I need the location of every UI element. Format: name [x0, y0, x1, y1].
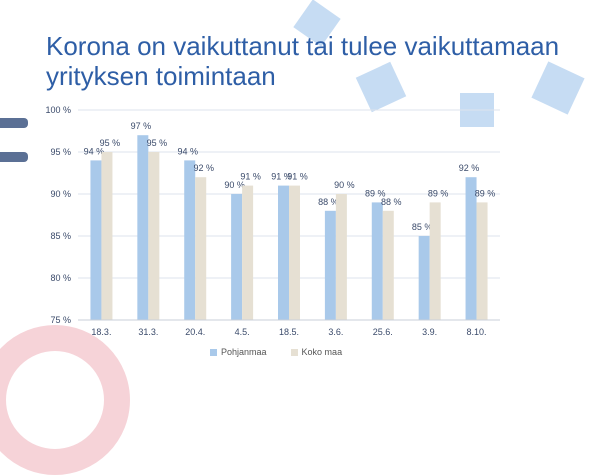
y-tick-label: 95 % — [50, 147, 71, 157]
data-label: 94 % — [84, 146, 105, 156]
bar-koko-maa — [382, 210, 394, 320]
bar-pohjanmaa — [371, 202, 383, 320]
y-tick-label: 80 % — [50, 273, 71, 283]
data-label: 91 % — [240, 172, 261, 182]
decor-bar — [0, 118, 28, 128]
bar-koko-maa — [476, 202, 488, 320]
bar-pohjanmaa — [324, 210, 336, 320]
bar-koko-maa — [429, 202, 441, 320]
data-label: 89 % — [475, 188, 496, 198]
x-tick-label: 25.6. — [373, 327, 393, 337]
data-label: 89 % — [365, 188, 386, 198]
data-label: 85 % — [412, 222, 433, 232]
bar-koko-maa — [195, 177, 207, 320]
chart-title: Korona on vaikuttanut tai tulee vaikutta… — [46, 31, 560, 91]
y-tick-label: 90 % — [50, 189, 71, 199]
legend-item-pohjanmaa: Pohjanmaa — [210, 347, 267, 357]
bar-koko-maa — [242, 185, 254, 320]
data-label: 92 % — [459, 163, 480, 173]
data-label: 88 % — [381, 197, 402, 207]
x-tick-label: 4.5. — [235, 327, 250, 337]
x-tick-label: 8.10. — [467, 327, 487, 337]
y-tick-label: 85 % — [50, 231, 71, 241]
data-label: 92 % — [193, 163, 214, 173]
data-label: 88 % — [318, 197, 339, 207]
x-tick-label: 3.9. — [422, 327, 437, 337]
x-tick-label: 20.4. — [185, 327, 205, 337]
legend-swatch — [290, 348, 298, 356]
x-tick-label: 18.3. — [91, 327, 111, 337]
data-label: 97 % — [131, 121, 152, 131]
bar-koko-maa — [148, 152, 160, 320]
bar-chart: 75 %80 %85 %90 %95 %100 %94 %95 %18.3.97… — [45, 105, 500, 337]
bar-pohjanmaa — [465, 177, 477, 320]
x-tick-label: 3.6. — [328, 327, 343, 337]
legend-swatch — [210, 348, 217, 356]
data-label: 94 % — [177, 146, 198, 156]
bar-koko-maa — [289, 185, 300, 320]
decor-bar — [0, 152, 28, 162]
y-tick-label: 100 % — [45, 105, 71, 115]
x-tick-label: 31.3. — [138, 327, 158, 337]
bar-pohjanmaa — [137, 135, 149, 320]
chart-legend: Pohjanmaa Koko maa — [210, 347, 342, 357]
data-label: 95 % — [100, 138, 121, 148]
bar-pohjanmaa — [90, 160, 102, 320]
bar-pohjanmaa — [184, 160, 196, 320]
bar-pohjanmaa — [418, 236, 430, 320]
bar-koko-maa — [101, 152, 113, 320]
legend-label: Pohjanmaa — [221, 347, 267, 357]
legend-label: Koko maa — [301, 347, 343, 357]
x-tick-label: 18.5. — [279, 327, 299, 337]
bar-pohjanmaa — [278, 185, 289, 320]
data-label: 89 % — [428, 188, 449, 198]
data-label: 95 % — [147, 138, 168, 148]
data-label: 90 % — [224, 180, 245, 190]
bar-pohjanmaa — [231, 194, 243, 320]
bar-koko-maa — [335, 194, 347, 320]
data-label: 90 % — [334, 180, 355, 190]
y-tick-label: 75 % — [50, 315, 71, 325]
data-label: 91 % — [271, 172, 292, 182]
data-label: 91 % — [287, 172, 308, 182]
legend-item-koko-maa: Koko maa — [290, 347, 343, 357]
